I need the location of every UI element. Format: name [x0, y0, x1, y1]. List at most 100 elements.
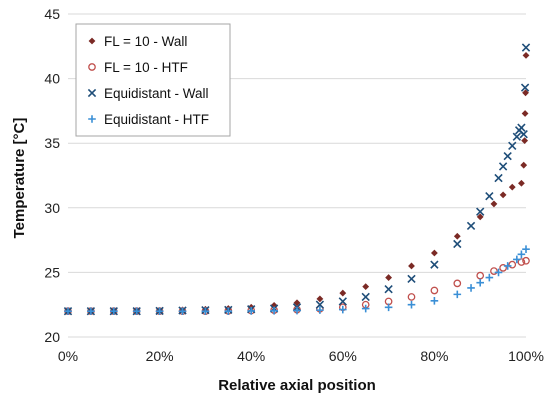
data-point — [270, 306, 278, 315]
data-point — [522, 89, 529, 97]
y-tick-label: 35 — [44, 135, 60, 151]
legend-marker — [88, 115, 96, 123]
legend-item: FL = 10 - Wall — [88, 34, 187, 49]
y-axis-label: Temperature [°C] — [11, 118, 28, 239]
y-axis-ticks: 20 25 30 35 40 45 — [44, 6, 60, 345]
data-point — [293, 306, 301, 315]
data-point — [494, 173, 503, 183]
legend-item: Equidistant - HTF — [88, 112, 209, 127]
data-point — [201, 307, 210, 315]
data-point — [407, 274, 416, 284]
data-point — [518, 179, 525, 187]
data-point — [520, 161, 528, 169]
x-tick-label: 0% — [58, 348, 78, 364]
data-point — [430, 286, 439, 295]
y-tick-label: 30 — [44, 200, 60, 216]
y-tick-label: 45 — [44, 6, 60, 22]
data-point — [407, 293, 416, 301]
data-point — [385, 274, 392, 281]
data-point — [466, 221, 476, 231]
data-point — [408, 262, 415, 270]
data-point — [64, 307, 72, 315]
data-point — [522, 51, 530, 59]
data-point — [467, 284, 475, 292]
data-point — [224, 307, 233, 315]
data-point — [520, 83, 530, 92]
data-point — [517, 250, 526, 259]
x-tick-label: 60% — [329, 348, 357, 364]
y-tick-label: 20 — [44, 329, 60, 345]
data-point — [453, 239, 462, 249]
data-point — [476, 271, 485, 280]
data-point — [316, 306, 324, 314]
legend-item: Equidistant - Wall — [87, 86, 209, 101]
data-point — [384, 285, 393, 294]
data-point — [513, 255, 521, 264]
legend-marker — [87, 88, 97, 98]
data-point — [476, 207, 485, 216]
data-point — [453, 279, 462, 288]
data-point — [499, 191, 507, 199]
data-point — [522, 245, 530, 253]
data-point — [517, 258, 526, 266]
y-tick-label: 40 — [44, 71, 60, 87]
x-tick-label: 20% — [146, 348, 174, 364]
data-point — [485, 192, 494, 201]
data-point — [508, 183, 516, 191]
data-point — [338, 297, 347, 306]
data-point — [508, 260, 517, 269]
data-point — [361, 304, 370, 313]
data-point — [339, 289, 347, 297]
x-tick-label: 40% — [237, 348, 265, 364]
data-point — [517, 123, 526, 132]
legend-marker — [88, 63, 96, 71]
data-point — [521, 43, 531, 52]
data-point — [453, 232, 461, 240]
data-point — [339, 305, 347, 314]
data-point — [132, 307, 141, 315]
legend-box — [75, 23, 231, 137]
data-point — [362, 283, 370, 291]
data-point — [498, 162, 508, 171]
data-point — [110, 307, 118, 315]
data-point — [178, 307, 187, 315]
data-point — [476, 213, 484, 221]
data-point — [508, 141, 517, 150]
data-point — [522, 256, 530, 265]
legend-label: Equidistant - Wall — [104, 86, 209, 101]
data-point — [490, 267, 498, 275]
legend: FL = 10 - Wall FL = 10 - HTF Equidistant -… — [75, 23, 231, 137]
legend-label: Equidistant - HTF — [104, 112, 209, 127]
data-point — [361, 292, 370, 302]
x-axis-label: Relative axial position — [218, 377, 376, 394]
data-point — [384, 303, 393, 312]
x-tick-label: 100% — [508, 348, 544, 364]
data-point — [247, 307, 255, 315]
x-tick-label: 80% — [420, 348, 448, 364]
data-point — [431, 249, 438, 257]
data-point — [521, 110, 529, 117]
data-point — [87, 307, 95, 315]
data-point — [499, 264, 507, 272]
data-point — [315, 300, 325, 309]
data-point — [494, 268, 503, 277]
series-2 — [64, 256, 530, 316]
data-point — [490, 200, 498, 208]
data-point — [430, 260, 439, 269]
data-point — [519, 129, 528, 139]
legend-marker — [88, 37, 96, 45]
data-point — [430, 297, 439, 305]
data-point — [485, 273, 494, 282]
data-point — [521, 137, 529, 145]
series-layer — [63, 43, 531, 316]
data-point — [476, 278, 484, 287]
data-point — [407, 300, 416, 309]
data-point — [503, 151, 512, 161]
legend-item: FL = 10 - HTF — [88, 60, 188, 75]
legend-label: FL = 10 - Wall — [104, 34, 187, 49]
data-point — [155, 307, 164, 315]
x-axis-ticks: 0% 20% 40% 60% 80% 100% — [58, 348, 544, 364]
series-4 — [64, 245, 530, 315]
data-point — [503, 262, 512, 270]
